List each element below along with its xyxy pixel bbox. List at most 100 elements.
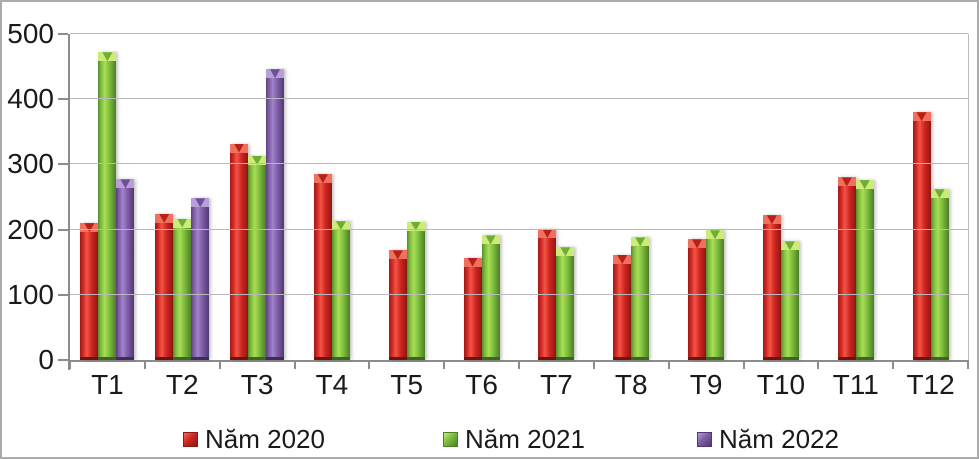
y-axis-tick-label: 400 (7, 83, 54, 115)
bar-group (669, 34, 744, 360)
bar-group (444, 34, 519, 360)
bar-năm-2021 (406, 221, 425, 360)
bar-base-shadow (388, 357, 407, 360)
bar-base-shadow (631, 357, 650, 360)
bar-năm-2021 (855, 180, 874, 360)
x-axis-tick (667, 362, 670, 369)
x-axis-tick (518, 362, 520, 369)
bar-group (744, 34, 819, 360)
legend-swatch-icon (183, 431, 198, 447)
gridline (70, 33, 968, 34)
x-axis-tick (592, 362, 595, 369)
bar-năm-2020 (762, 215, 781, 360)
bar-group (145, 34, 220, 360)
bar-top-notch (710, 230, 721, 240)
x-axis-tick (218, 362, 221, 369)
bar-base-shadow (191, 357, 210, 360)
x-axis-tick (293, 362, 296, 369)
bar-base-shadow (762, 357, 781, 360)
bar-top-notch (234, 143, 245, 153)
bar-base-shadow (406, 357, 425, 360)
bar-top-notch (177, 218, 188, 228)
bar-năm-2020 (613, 255, 632, 360)
bar-top-notch (120, 179, 131, 189)
legend-swatch-icon (443, 431, 458, 447)
bar-base-shadow (930, 357, 949, 360)
x-axis-tick-label: T9 (689, 369, 723, 400)
bar-năm-2022 (116, 179, 135, 360)
bar-base-shadow (837, 357, 856, 360)
x-axis-tick-label: T1 (91, 369, 124, 400)
bar-base-shadow (780, 357, 799, 360)
bar-năm-2020 (155, 213, 174, 360)
bar-top-notch (317, 174, 328, 184)
bar-base-shadow (116, 357, 135, 360)
bar-năm-2021 (930, 189, 949, 360)
gridline (70, 163, 968, 165)
bar-group (369, 34, 444, 360)
y-axis-tick (58, 33, 68, 35)
x-axis-tick-label: T3 (240, 369, 274, 400)
bar-base-shadow (313, 357, 332, 360)
bar-năm-2021 (248, 155, 267, 360)
bar-năm-2020 (313, 174, 332, 360)
bar-group (70, 34, 145, 360)
y-axis-tick-label: 300 (7, 148, 54, 180)
bar-group (594, 34, 669, 360)
bar-base-shadow (173, 357, 192, 360)
legend-label: Năm 2022 (719, 423, 839, 454)
bar-năm-2021 (481, 235, 500, 360)
bar-năm-2021 (173, 218, 192, 360)
bar-base-shadow (481, 357, 500, 360)
x-axis-tick-label: T7 (540, 369, 573, 400)
gridline (70, 98, 968, 100)
bar-năm-2020 (80, 223, 99, 360)
legend-label: Năm 2020 (205, 423, 325, 454)
bar-năm-2020 (463, 257, 482, 360)
x-axis-tick (742, 362, 745, 369)
plot-right-border (968, 34, 969, 360)
bar-top-notch (392, 250, 403, 260)
legend-item: Năm 2021 (443, 420, 585, 457)
plot-area (58, 33, 969, 370)
y-axis-tick (58, 293, 68, 296)
y-axis-line (68, 34, 70, 370)
x-axis-line (68, 360, 969, 362)
bar-top-notch (841, 177, 852, 187)
bar-top-notch (159, 213, 170, 223)
bar-top-notch (635, 237, 646, 247)
bar-năm-2022 (191, 198, 210, 360)
y-axis-tick-label: 500 (7, 18, 54, 49)
x-axis-tick (69, 362, 71, 369)
bar-năm-2022 (266, 69, 285, 360)
bar-năm-2021 (631, 237, 650, 360)
legend-swatch-icon (697, 431, 712, 447)
x-axis-tick-label: T12 (906, 369, 955, 400)
bar-top-notch (195, 198, 206, 208)
x-axis-tick-label: T2 (165, 369, 199, 400)
bar-năm-2020 (388, 250, 407, 360)
bar-top-notch (270, 69, 281, 79)
bar-top-notch (916, 112, 927, 122)
bar-năm-2020 (912, 112, 931, 360)
bar-group (818, 34, 893, 360)
bar-base-shadow (331, 357, 350, 360)
bar-top-notch (859, 180, 870, 190)
bar-base-shadow (266, 357, 285, 360)
bar-group (295, 34, 370, 360)
bar-top-notch (692, 239, 703, 249)
legend-label: Năm 2021 (465, 423, 585, 454)
y-axis-tick (58, 163, 68, 166)
x-axis-tick (143, 362, 146, 369)
bar-năm-2020 (837, 177, 856, 360)
bar-base-shadow (706, 357, 725, 360)
gridline (70, 293, 968, 295)
bar-top-notch (784, 241, 795, 251)
x-axis-tick-label: T11 (832, 369, 879, 400)
x-axis-tick-label: T10 (756, 369, 806, 400)
bar-base-shadow (80, 357, 99, 360)
bar-top-notch (560, 247, 571, 257)
bar-top-notch (102, 52, 113, 62)
bar-năm-2020 (688, 239, 707, 360)
bar-top-notch (617, 255, 628, 265)
